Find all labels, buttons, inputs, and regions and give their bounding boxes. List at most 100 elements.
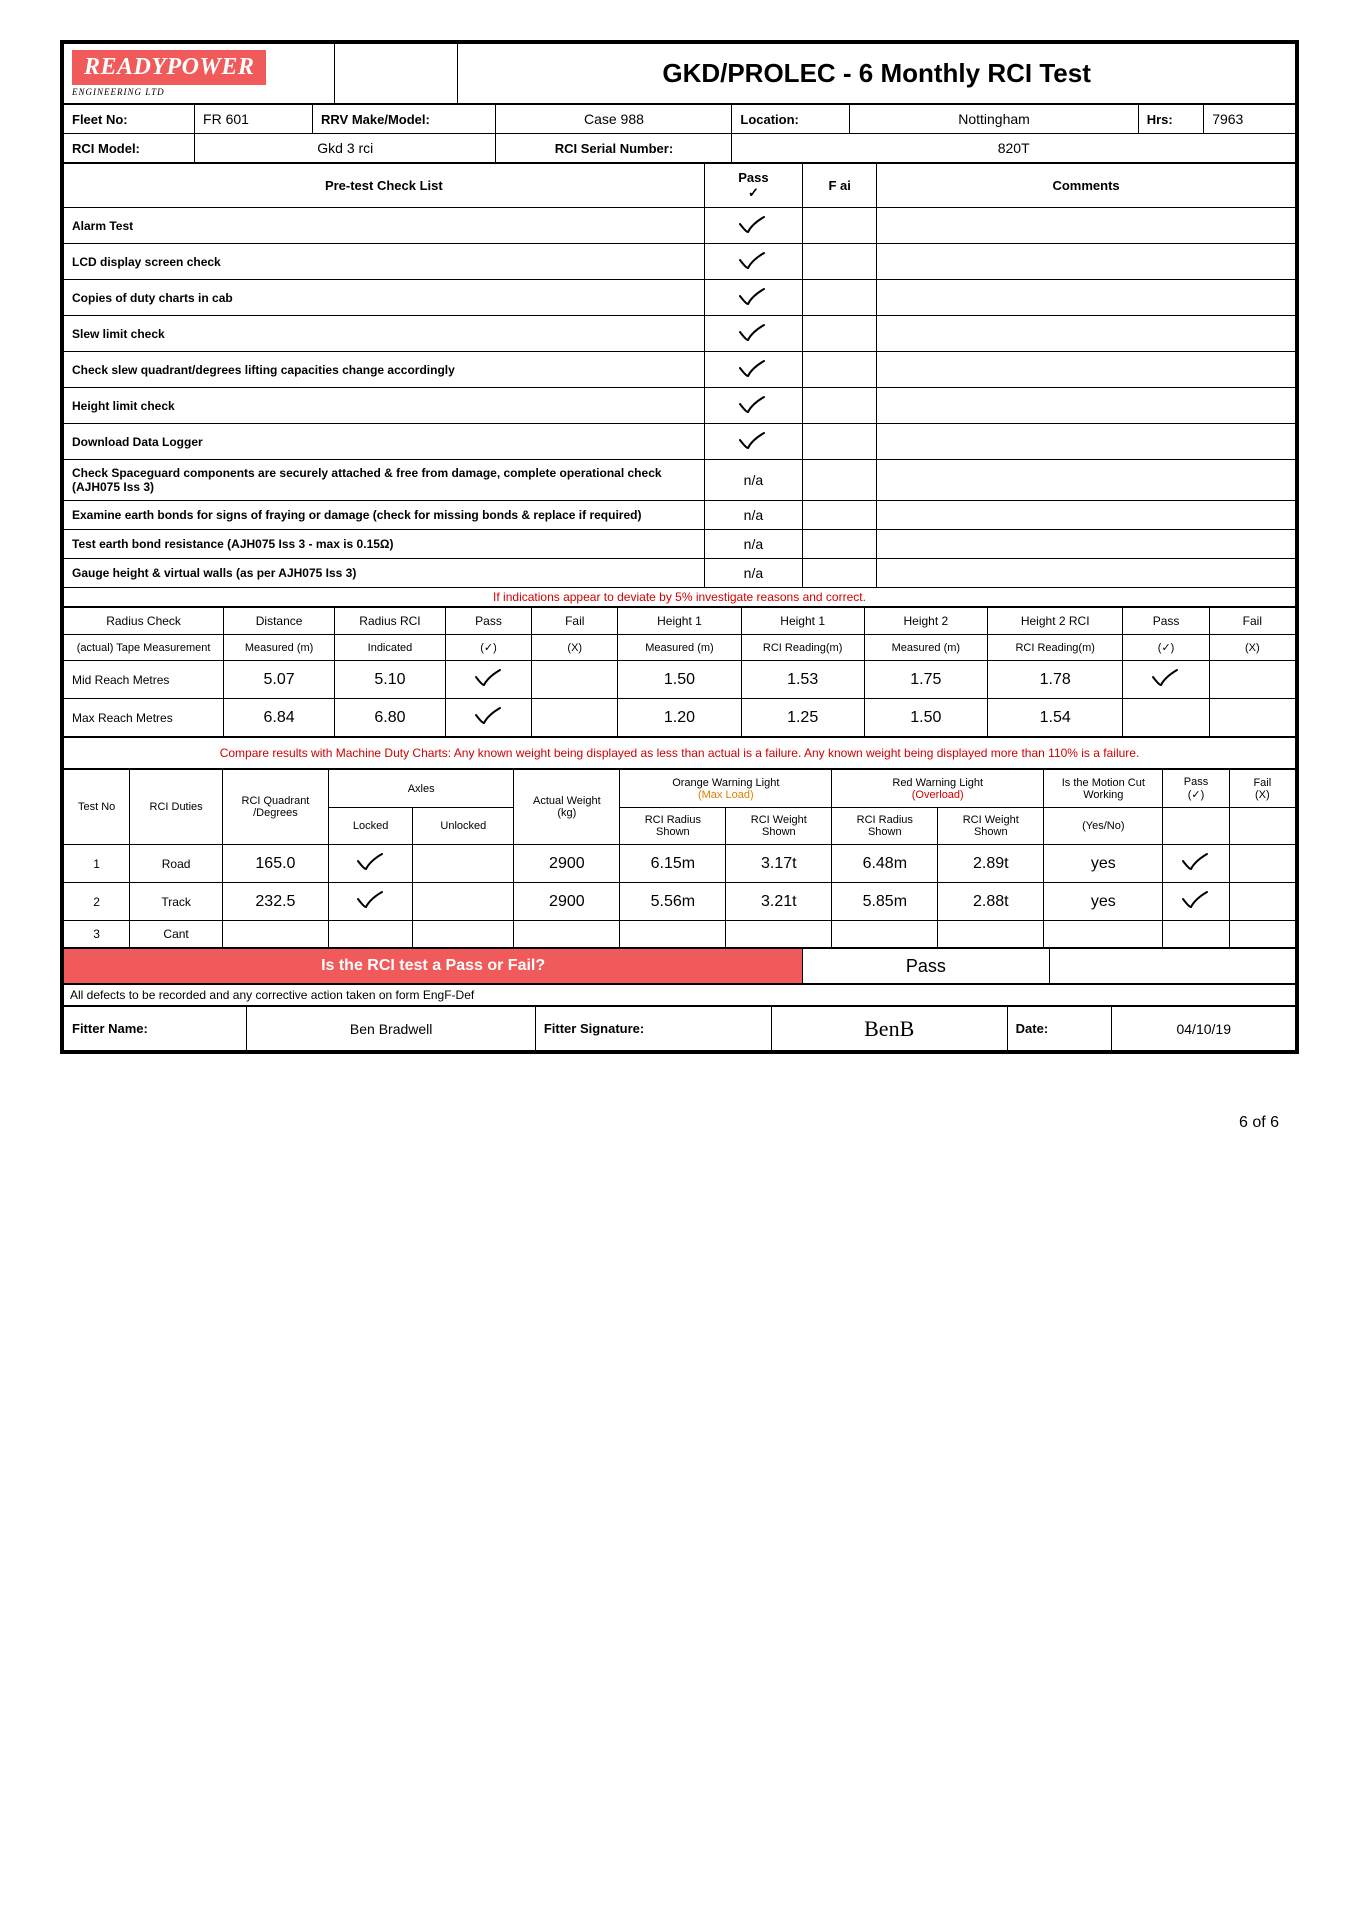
col-pretest: Pre-test Check List [64,164,705,208]
lt-weight: Actual Weight (kg) [514,770,620,845]
lt-locked: Locked [328,808,412,845]
radius-h2m-1: 1.50 [864,699,987,737]
radius-fail2-0 [1209,661,1295,699]
radius-h2r-0: 1.78 [987,661,1123,699]
checklist-comment-1 [877,244,1296,280]
rci-model: Gkd 3 rci [195,134,496,163]
lt-duties-0: Road [130,845,223,883]
checklist-label-7: Check Spaceguard components are securely… [64,460,705,501]
checklist-fail-0 [803,208,877,244]
lt-fail-0 [1229,845,1295,883]
lt-rrad-2 [832,921,938,948]
lt-quadrant: RCI Quadrant /Degrees [222,770,328,845]
checklist-pass-10: n/a [704,559,803,588]
spacer [335,44,458,104]
h-h2: Height 2 [864,608,987,635]
checklist-comment-2 [877,280,1296,316]
lt-rwt-1: 2.88t [938,883,1044,921]
lt-red-t: Red Warning Light [892,777,983,789]
result-question: Is the RCI test a Pass or Fail? [64,949,803,984]
checklist-table: Pre-test Check List Pass ✓ F ai Comments… [63,163,1296,588]
checklist-comment-0 [877,208,1296,244]
lt-motion-2 [1044,921,1163,948]
lt-orad-1: 5.56m [620,883,726,921]
h-radius-check: Radius Check [64,608,224,635]
h-pass: Pass [445,608,531,635]
radius-fail-0 [532,661,618,699]
lt-orange-t: Orange Warning Light [672,777,779,789]
lt-no-0: 1 [64,845,130,883]
lt-owt-0: 3.17t [726,845,832,883]
lt-fail: Fail (X) [1229,770,1295,808]
col-fail: F ai [803,164,877,208]
checklist-fail-2 [803,280,877,316]
checklist-label-9: Test earth bond resistance (AJH075 Iss 3… [64,530,705,559]
radius-pass-0 [445,661,531,699]
h-h2rci: Height 2 RCI [987,608,1123,635]
page-number: 6 of 6 [60,1114,1299,1132]
form-container: READYPOWER ENGINEERING LTD GKD/PROLEC - … [60,40,1299,1054]
radius-pass2-0 [1123,661,1209,699]
radius-h2m-0: 1.75 [864,661,987,699]
lt-red-sub: (Overload) [912,789,964,801]
lt-rrad-1: 5.85m [832,883,938,921]
form-title: GKD/PROLEC - 6 Monthly RCI Test [458,44,1296,104]
h-indicated: Indicated [335,635,446,661]
checklist-pass-5 [704,388,803,424]
hrs: 7963 [1204,105,1296,134]
logo-sub: ENGINEERING LTD [72,87,326,97]
lt-unlocked-0 [413,845,514,883]
radius-h1r-0: 1.53 [741,661,864,699]
radius-fail2-1 [1209,699,1295,737]
checklist-label-8: Examine earth bonds for signs of fraying… [64,501,705,530]
defects-table: All defects to be recorded and any corre… [63,984,1296,1006]
h-pass2: Pass [1123,608,1209,635]
h-h1b: Height 1 [741,608,864,635]
lt-locked-2 [328,921,412,948]
loadtest-table: Test No RCI Duties RCI Quadrant /Degrees… [63,769,1296,948]
lt-pass: Pass (✓) [1163,770,1229,808]
h-rci-read1: RCI Reading(m) [741,635,864,661]
location-label: Location: [732,105,850,134]
make: Case 988 [496,105,732,134]
lt-duties-2: Cant [130,921,223,948]
checklist-fail-1 [803,244,877,280]
checklist-comment-9 [877,530,1296,559]
lt-no-2: 3 [64,921,130,948]
compare-note: Compare results with Machine Duty Charts… [64,738,1296,769]
lt-blank2 [1229,808,1295,845]
signature: BenB [771,1007,1007,1051]
h-tick2: (✓) [1123,635,1209,661]
checklist-comment-7 [877,460,1296,501]
lt-weight-2 [514,921,620,948]
fitter-name: Ben Bradwell [247,1007,535,1051]
checklist-comment-3 [877,316,1296,352]
lt-rwt-0: 2.89t [938,845,1044,883]
location: Nottingham [850,105,1138,134]
sig-label: Fitter Signature: [535,1007,771,1051]
checklist-comment-4 [877,352,1296,388]
lt-unlocked-2 [413,921,514,948]
result-answer: Pass [803,949,1049,984]
checklist-fail-3 [803,316,877,352]
lt-pass-1 [1163,883,1229,921]
lt-orad-0: 6.15m [620,845,726,883]
checklist-label-0: Alarm Test [64,208,705,244]
deviate-note: If indications appear to deviate by 5% i… [64,588,1296,607]
hrs-label: Hrs: [1138,105,1204,134]
lt-pass-2 [1163,921,1229,948]
checklist-label-6: Download Data Logger [64,424,705,460]
radius-dist-0: 5.07 [224,661,335,699]
lt-quad-0: 165.0 [222,845,328,883]
checklist-comment-8 [877,501,1296,530]
deviate-note-table: If indications appear to deviate by 5% i… [63,588,1296,607]
header-table: READYPOWER ENGINEERING LTD GKD/PROLEC - … [63,43,1296,104]
lt-fail-2 [1229,921,1295,948]
h-x2: (X) [1209,635,1295,661]
radius-label-1: Max Reach Metres [64,699,224,737]
radius-h1r-1: 1.25 [741,699,864,737]
checklist-fail-7 [803,460,877,501]
checklist-pass-6 [704,424,803,460]
lt-locked-0 [328,845,412,883]
h-actual: (actual) Tape Measurement [64,635,224,661]
